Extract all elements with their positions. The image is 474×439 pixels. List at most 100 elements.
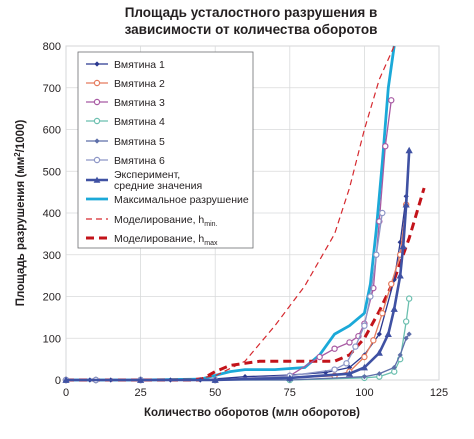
data-point bbox=[361, 374, 367, 380]
legend-item: Вмятина 2 bbox=[86, 78, 165, 90]
legend-label: Вмятина 1 bbox=[114, 59, 165, 71]
legend-label: Вмятина 4 bbox=[114, 116, 165, 128]
legend-label: Моделирование, hmin. bbox=[114, 214, 218, 228]
data-point bbox=[373, 251, 380, 258]
legend-item: Вмятина 5 bbox=[86, 136, 165, 148]
data-point bbox=[406, 331, 412, 337]
data-point bbox=[391, 364, 397, 371]
data-point bbox=[323, 369, 329, 376]
data-point bbox=[361, 322, 368, 329]
data-point bbox=[370, 337, 377, 344]
chart-title-line-1: Площадь усталостного разрушения в bbox=[125, 5, 378, 20]
legend-item: Моделирование, hmax bbox=[86, 233, 218, 247]
y-tick-label: 300 bbox=[43, 250, 61, 262]
legend-box bbox=[77, 51, 254, 249]
data-point bbox=[242, 374, 248, 380]
y-tick-label: 600 bbox=[43, 125, 61, 137]
x-tick-label: 25 bbox=[134, 387, 146, 399]
data-point bbox=[137, 376, 145, 383]
x-axis-title: Количество оборотов (млн оборотов) bbox=[144, 407, 360, 419]
data-point bbox=[286, 374, 294, 381]
data-point bbox=[93, 176, 101, 183]
data-point bbox=[405, 295, 413, 302]
series-10 bbox=[66, 187, 426, 382]
data-point bbox=[382, 142, 389, 150]
data-point bbox=[93, 156, 101, 164]
y-tick-label: 100 bbox=[43, 333, 61, 345]
data-point bbox=[376, 371, 382, 377]
x-tick-label: 0 bbox=[63, 387, 69, 399]
series-line bbox=[66, 45, 396, 382]
y-tick-label: 400 bbox=[43, 208, 61, 220]
data-point bbox=[399, 242, 407, 250]
data-point bbox=[94, 138, 100, 144]
data-point bbox=[93, 117, 101, 125]
x-tick-label: 50 bbox=[209, 387, 221, 399]
data-point bbox=[94, 61, 100, 67]
data-point bbox=[390, 305, 398, 312]
data-point bbox=[396, 272, 404, 279]
series-layer bbox=[62, 45, 426, 384]
tick-labels: 0 100 200 300 400 500 600 700 800 0 25 50 75 100 125 bbox=[43, 41, 449, 399]
data-point bbox=[376, 331, 382, 337]
data-point bbox=[402, 201, 410, 208]
series-line bbox=[66, 187, 426, 382]
legend-item: Вмятина 3 bbox=[86, 97, 165, 109]
x-tick-label: 125 bbox=[430, 387, 448, 399]
data-point bbox=[379, 209, 386, 217]
data-point bbox=[346, 339, 353, 346]
legend-label: Эксперимент, bbox=[114, 169, 180, 181]
data-point bbox=[405, 146, 413, 154]
legend-label: средние значения bbox=[114, 180, 202, 192]
grid bbox=[65, 45, 440, 381]
y-tick-label: 0 bbox=[55, 375, 61, 387]
data-point bbox=[379, 310, 386, 317]
data-point bbox=[343, 360, 350, 367]
data-point bbox=[93, 98, 101, 106]
legend-item: Вмятина 1 bbox=[86, 59, 165, 71]
y-tick-label: 700 bbox=[43, 83, 61, 95]
legend-item: Вмятина 6 bbox=[86, 155, 165, 167]
data-point bbox=[403, 335, 409, 341]
series-line bbox=[66, 45, 395, 381]
legend-item: Моделирование, hmin. bbox=[86, 214, 218, 228]
data-point bbox=[331, 366, 338, 373]
data-point bbox=[345, 370, 354, 377]
legend-label: Моделирование, hmax bbox=[114, 233, 218, 247]
series-7 bbox=[62, 146, 413, 383]
data-point bbox=[388, 97, 395, 104]
legend-label: Вмятина 2 bbox=[114, 78, 165, 90]
data-point bbox=[367, 293, 374, 300]
legend: Вмятина 1 Вмятина 2 Вмятина 3 Вмятина 4 Вмят… bbox=[77, 51, 254, 249]
data-point bbox=[384, 330, 392, 337]
legend-label: Вмятина 6 bbox=[114, 155, 165, 167]
legend-item: Вмятина 4 bbox=[86, 116, 165, 128]
data-point bbox=[361, 353, 368, 361]
x-tick-label: 75 bbox=[284, 387, 296, 399]
data-point bbox=[402, 318, 410, 325]
series-9 bbox=[66, 45, 395, 381]
data-point bbox=[346, 364, 353, 371]
y-tick-label: 500 bbox=[43, 166, 61, 178]
legend-label: Вмятина 5 bbox=[114, 136, 165, 148]
legend-label: Максимальное разрушение bbox=[114, 194, 249, 206]
data-point bbox=[62, 376, 70, 383]
y-tick-label: 800 bbox=[43, 41, 61, 53]
x-tick-label: 100 bbox=[355, 387, 373, 399]
data-point bbox=[388, 280, 395, 288]
data-point bbox=[331, 345, 338, 352]
series-8 bbox=[66, 45, 396, 382]
data-point bbox=[211, 376, 219, 383]
data-point bbox=[360, 363, 368, 371]
y-axis-title: Площадь разрушения (мм2/1000) bbox=[13, 120, 28, 307]
data-point bbox=[93, 79, 101, 87]
y-tick-label: 200 bbox=[43, 292, 61, 304]
data-point bbox=[352, 343, 359, 350]
data-point bbox=[375, 349, 383, 356]
legend-item: Максимальное разрушение bbox=[86, 194, 249, 206]
data-point bbox=[316, 353, 323, 361]
data-point bbox=[397, 352, 403, 358]
chart-title-line-2: зависимости от количества оборотов bbox=[125, 22, 378, 37]
legend-item: Эксперимент,средние значения bbox=[86, 169, 202, 192]
